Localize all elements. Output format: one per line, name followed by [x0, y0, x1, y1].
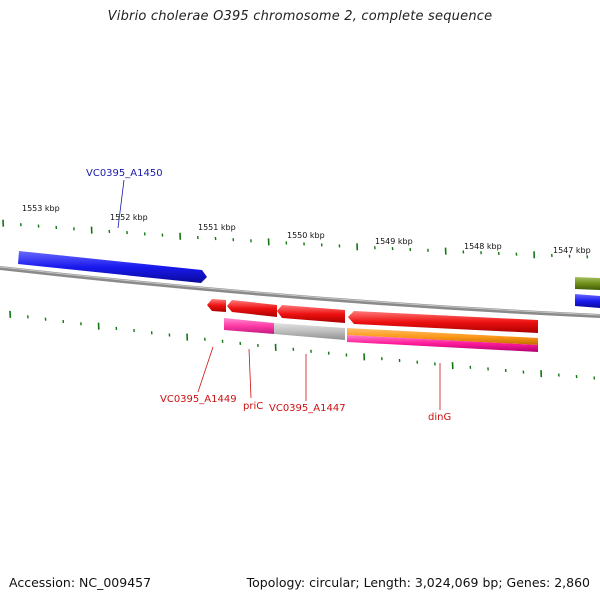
gene-vc0395-a1447[interactable] [277, 305, 345, 323]
accession-text: Accession: NC_009457 [9, 575, 152, 590]
feature-olive-right-edge[interactable] [575, 277, 600, 290]
label-ding[interactable]: dinG [428, 412, 451, 423]
label-vc0395-a1449[interactable]: VC0395_A1449 [160, 394, 237, 405]
gene-ding[interactable] [348, 311, 538, 333]
label-vc0395-a1447[interactable]: VC0395_A1447 [269, 403, 346, 414]
tick-label-1550: 1550 kbp [287, 231, 325, 240]
tick-label-1551: 1551 kbp [198, 223, 236, 232]
feature-orange[interactable] [347, 328, 538, 345]
chromosome-backbone-highlight [0, 266, 600, 316]
feature-pink[interactable] [224, 318, 274, 334]
feature-magenta[interactable] [347, 335, 538, 352]
tick-label-1548: 1548 kbp [464, 242, 502, 251]
map-title: Vibrio cholerae O395 chromosome 2, compl… [107, 9, 493, 24]
scale-ticks-outer [2, 219, 589, 259]
gene-right-edge-forward[interactable] [575, 294, 600, 308]
label-vc0395-a1450[interactable]: VC0395_A1450 [86, 168, 163, 179]
gene-vc0395-a1450[interactable] [18, 251, 207, 283]
gene-vc0395-a1449[interactable] [207, 299, 226, 312]
scale-labels: 1553 kbp 1552 kbp 1551 kbp 1550 kbp 1549… [22, 204, 591, 255]
tick-label-1547: 1547 kbp [553, 246, 591, 255]
label-pric[interactable]: priC [243, 401, 263, 412]
topology-text: Topology: circular; Length: 3,024,069 bp… [246, 575, 590, 590]
tick-label-1553: 1553 kbp [22, 204, 60, 213]
tick-label-1552: 1552 kbp [110, 213, 148, 222]
tick-label-1549: 1549 kbp [375, 237, 413, 246]
leader-pric [248, 348, 252, 399]
scale-ticks-inner [9, 310, 596, 380]
label-leaders [117, 179, 441, 410]
leader-vc0395-a1450 [117, 179, 125, 229]
feature-gray[interactable] [274, 323, 345, 340]
gene-labels: VC0395_A1450 VC0395_A1449 priC VC0395_A1… [86, 168, 451, 423]
chromosome-backbone [0, 266, 600, 318]
leader-vc0395-a1449 [197, 346, 214, 393]
gene-pric[interactable] [227, 300, 277, 317]
